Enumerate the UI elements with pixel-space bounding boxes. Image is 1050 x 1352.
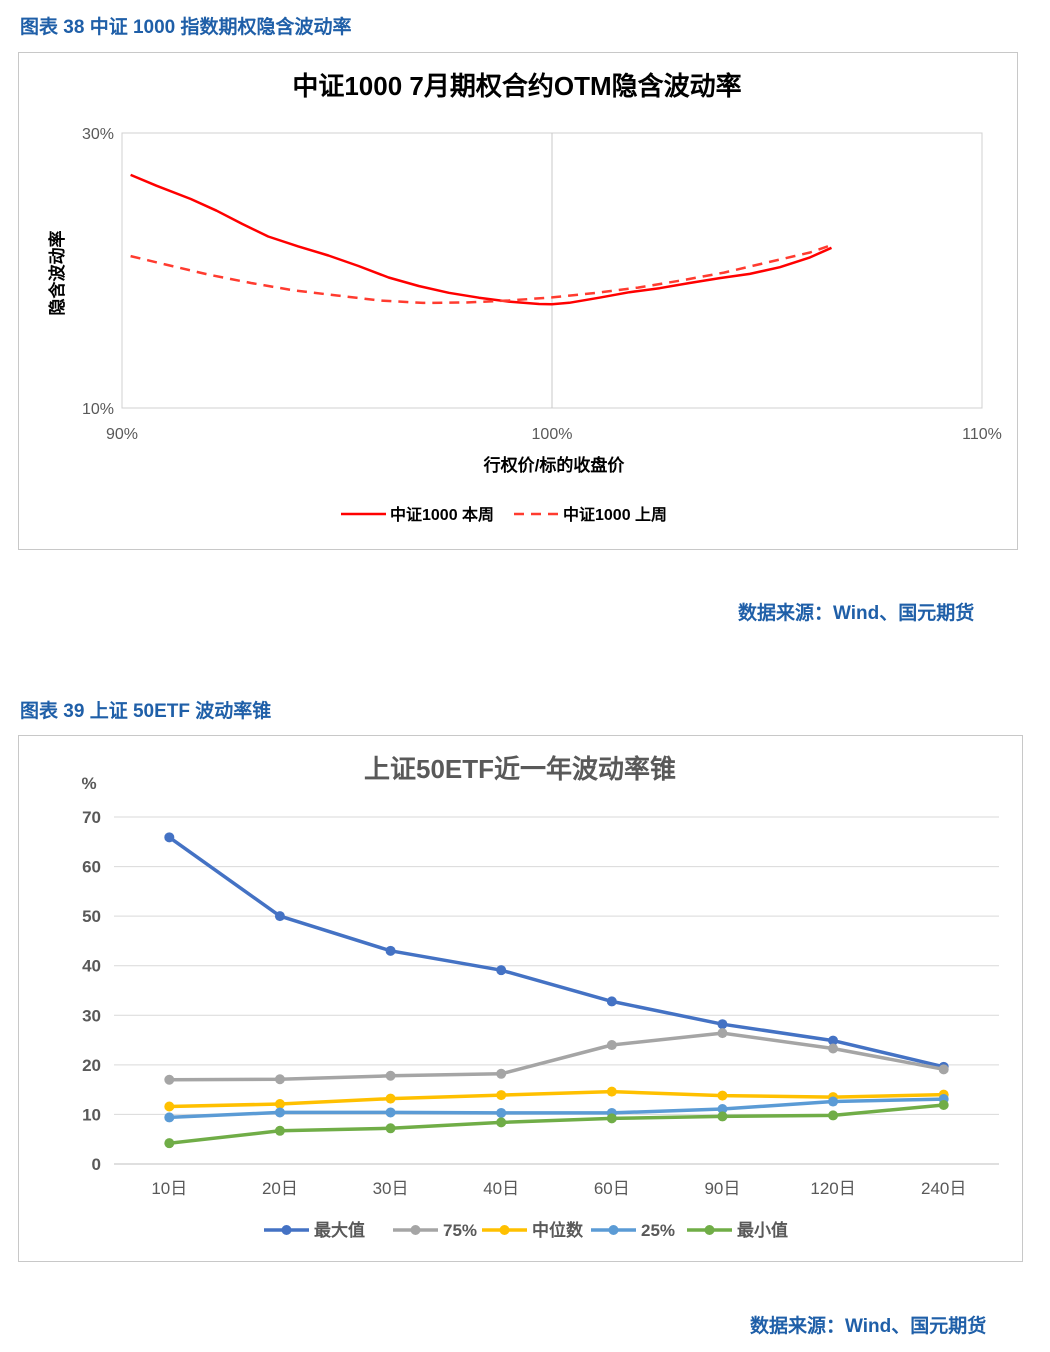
y-tick-label: 20 [82, 1056, 101, 1075]
data-point [606, 1086, 617, 1097]
legend-label: 最小值 [737, 1220, 788, 1240]
legend-marker [704, 1225, 715, 1235]
x-tick-label: 30日 [373, 1179, 409, 1198]
series-line [168, 835, 945, 1069]
figure2-source: 数据来源：Wind、国元期货 [750, 1316, 987, 1337]
legend-label: 最大值 [314, 1220, 365, 1240]
data-point [164, 1138, 175, 1149]
data-point [717, 1028, 728, 1039]
x-tick-label: 100% [532, 426, 573, 443]
series-line [169, 1097, 944, 1120]
x-tick-label: 20日 [262, 1179, 298, 1198]
x-tick-label: 240日 [921, 1179, 966, 1198]
data-point [828, 1096, 839, 1107]
data-point [164, 1101, 175, 1112]
y-tick-label: 10% [82, 401, 114, 418]
x-tick-label: 90日 [704, 1179, 740, 1198]
x-tick-label: 90% [106, 426, 138, 443]
data-point [496, 1068, 507, 1079]
series-line-this-week [130, 173, 833, 306]
series-line [169, 1031, 945, 1082]
data-point [164, 832, 175, 843]
data-point [828, 1035, 839, 1046]
data-point [274, 1099, 285, 1110]
y-tick-label: 10 [82, 1105, 101, 1124]
y-tick-label: 60 [82, 858, 101, 877]
y-tick-label: 0 [92, 1155, 101, 1174]
data-point [938, 1064, 949, 1075]
x-tick-label: 10日 [151, 1179, 187, 1198]
data-point [385, 1123, 396, 1134]
data-point [385, 1070, 396, 1081]
series-line-last-week [130, 243, 832, 305]
data-point [164, 1074, 175, 1085]
data-point [717, 1019, 728, 1030]
plot-area: 0 10 20 30 40 50 60 70 10日 20日 30日 40日 60日 90日 120日 240… [82, 808, 999, 1198]
series-line [169, 1089, 944, 1109]
iv-chart: 中证1000 7月期权合约OTM隐含波动率 90% 100% 110%10%30% … [47, 71, 1002, 524]
legend: 中证1000 本周 中证1000 上周 [341, 505, 667, 524]
data-point [717, 1103, 728, 1114]
series-line [169, 1103, 944, 1145]
legend-marker [410, 1225, 421, 1235]
data-point [274, 1074, 285, 1085]
data-point [496, 965, 507, 976]
vol-cone-chart: 上证50ETF近一年波动率锥 % 0 10 20 30 40 50 60 70 10日 20日 30… [81, 754, 999, 1240]
legend: 最大值 75% 中位数 25% 最小值 [264, 1220, 788, 1240]
data-point [274, 1125, 285, 1136]
legend-marker [499, 1225, 510, 1235]
data-point [164, 1112, 175, 1123]
x-tick-label: 60日 [594, 1179, 630, 1198]
data-point [606, 1040, 617, 1051]
legend-label: 中证1000 上周 [563, 505, 667, 524]
data-point [274, 911, 285, 922]
data-point [828, 1043, 839, 1054]
iv-chart-frame: 中证1000 7月期权合约OTM隐含波动率 90% 100% 110% 10% 30% … [18, 52, 1018, 550]
data-point [717, 1090, 728, 1101]
vol-cone-chart-frame: 上证50ETF近一年波动率锥 % 0 10 20 30 40 50 60 70 10日 20日 30… [18, 735, 1023, 1262]
y-axis-label: 隐含波动率 [47, 231, 67, 316]
y-tick-label: 30% [82, 126, 114, 143]
legend-marker [608, 1225, 619, 1235]
data-point [606, 1113, 617, 1124]
x-axis-label: 行权价/标的收盘价 [483, 455, 626, 475]
y-axis-unit: % [81, 774, 96, 793]
y-tick-label: 40 [82, 957, 101, 976]
data-point [496, 1117, 507, 1128]
data-point [606, 996, 617, 1007]
data-point [274, 1107, 285, 1118]
figure1-caption: 图表 38 中证 1000 指数期权隐含波动率 [20, 17, 352, 38]
y-tick-label: 30 [82, 1006, 101, 1025]
x-tick-label: 120日 [810, 1179, 855, 1198]
legend-label: 75% [443, 1221, 477, 1240]
data-point [385, 945, 396, 956]
figure2-caption: 图表 39 上证 50ETF 波动率锥 [20, 701, 272, 722]
legend-label: 中位数 [532, 1220, 584, 1240]
data-point [496, 1107, 507, 1118]
x-tick-label: 40日 [483, 1179, 519, 1198]
legend-label: 中证1000 本周 [390, 505, 494, 524]
y-tick-label: 50 [82, 907, 101, 926]
data-point [717, 1111, 728, 1122]
data-point [938, 1100, 949, 1111]
plot-area: 90% 100% 110% 10% 30% [82, 126, 1002, 443]
legend-label: 25% [641, 1221, 675, 1240]
legend-marker [281, 1225, 292, 1235]
y-tick-label: 70 [82, 808, 101, 827]
data-point [828, 1110, 839, 1121]
chart-title: 中证1000 7月期权合约OTM隐含波动率 [292, 71, 741, 101]
data-point [385, 1093, 396, 1104]
figure1-source: 数据来源：Wind、国元期货 [738, 603, 975, 624]
data-point [385, 1107, 396, 1118]
chart-title: 上证50ETF近一年波动率锥 [364, 754, 676, 784]
data-point [496, 1090, 507, 1101]
x-tick-label: 110% [962, 426, 1002, 443]
